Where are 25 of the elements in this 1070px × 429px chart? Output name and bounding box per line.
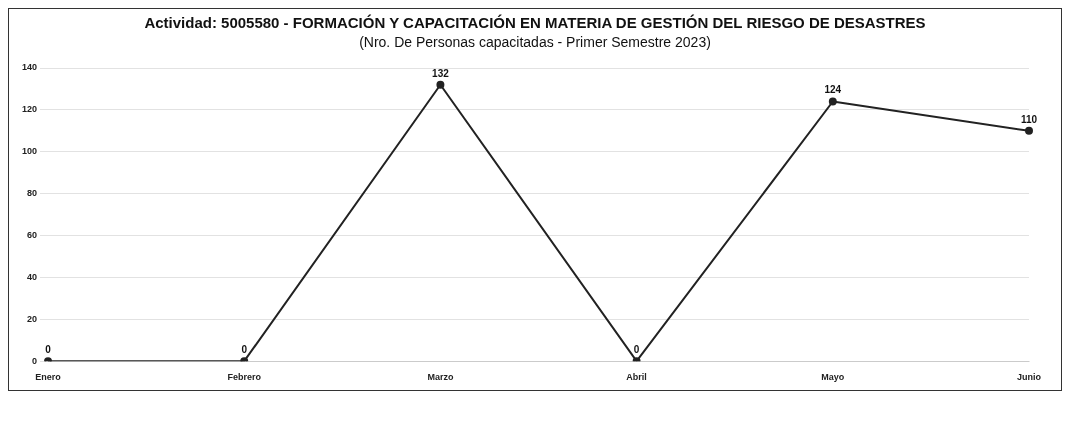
- x-tick-label: Marzo: [427, 372, 454, 383]
- data-label: 110: [1020, 113, 1038, 125]
- data-label: 132: [432, 67, 450, 79]
- chart-title: Actividad: 5005580 - FORMACIÓN Y CAPACITACIÓN EN MATERIA DE GESTIÓN DEL RIESGO DE DESASTRES: [143, 13, 927, 32]
- x-tick-label: Junio: [1017, 372, 1042, 383]
- y-tick-label: 0: [32, 355, 38, 366]
- y-tick-label: 120: [21, 104, 38, 115]
- x-tick-label: Abril: [626, 372, 647, 383]
- y-tick-label: 140: [21, 62, 38, 73]
- x-tick-label: Enero: [35, 372, 62, 383]
- y-tick-label: 60: [27, 230, 38, 241]
- y-tick-label: 40: [27, 271, 38, 282]
- x-tick-label: Mayo: [821, 372, 845, 383]
- point: [1025, 126, 1033, 135]
- x-tick-label: Febrero: [227, 372, 262, 383]
- data-label: 0: [45, 343, 52, 355]
- y-tick-label: 80: [27, 188, 38, 199]
- data-label: 0: [633, 343, 640, 355]
- data-label: 124: [824, 84, 842, 96]
- point: [828, 97, 837, 106]
- chart-subtitle: (Nro. De Personas capacitadas - Primer Semestre 2023): [358, 34, 712, 50]
- y-tick-label: 100: [21, 146, 38, 157]
- point: [436, 80, 445, 89]
- y-tick-label: 20: [27, 313, 38, 324]
- data-label: 0: [241, 343, 248, 355]
